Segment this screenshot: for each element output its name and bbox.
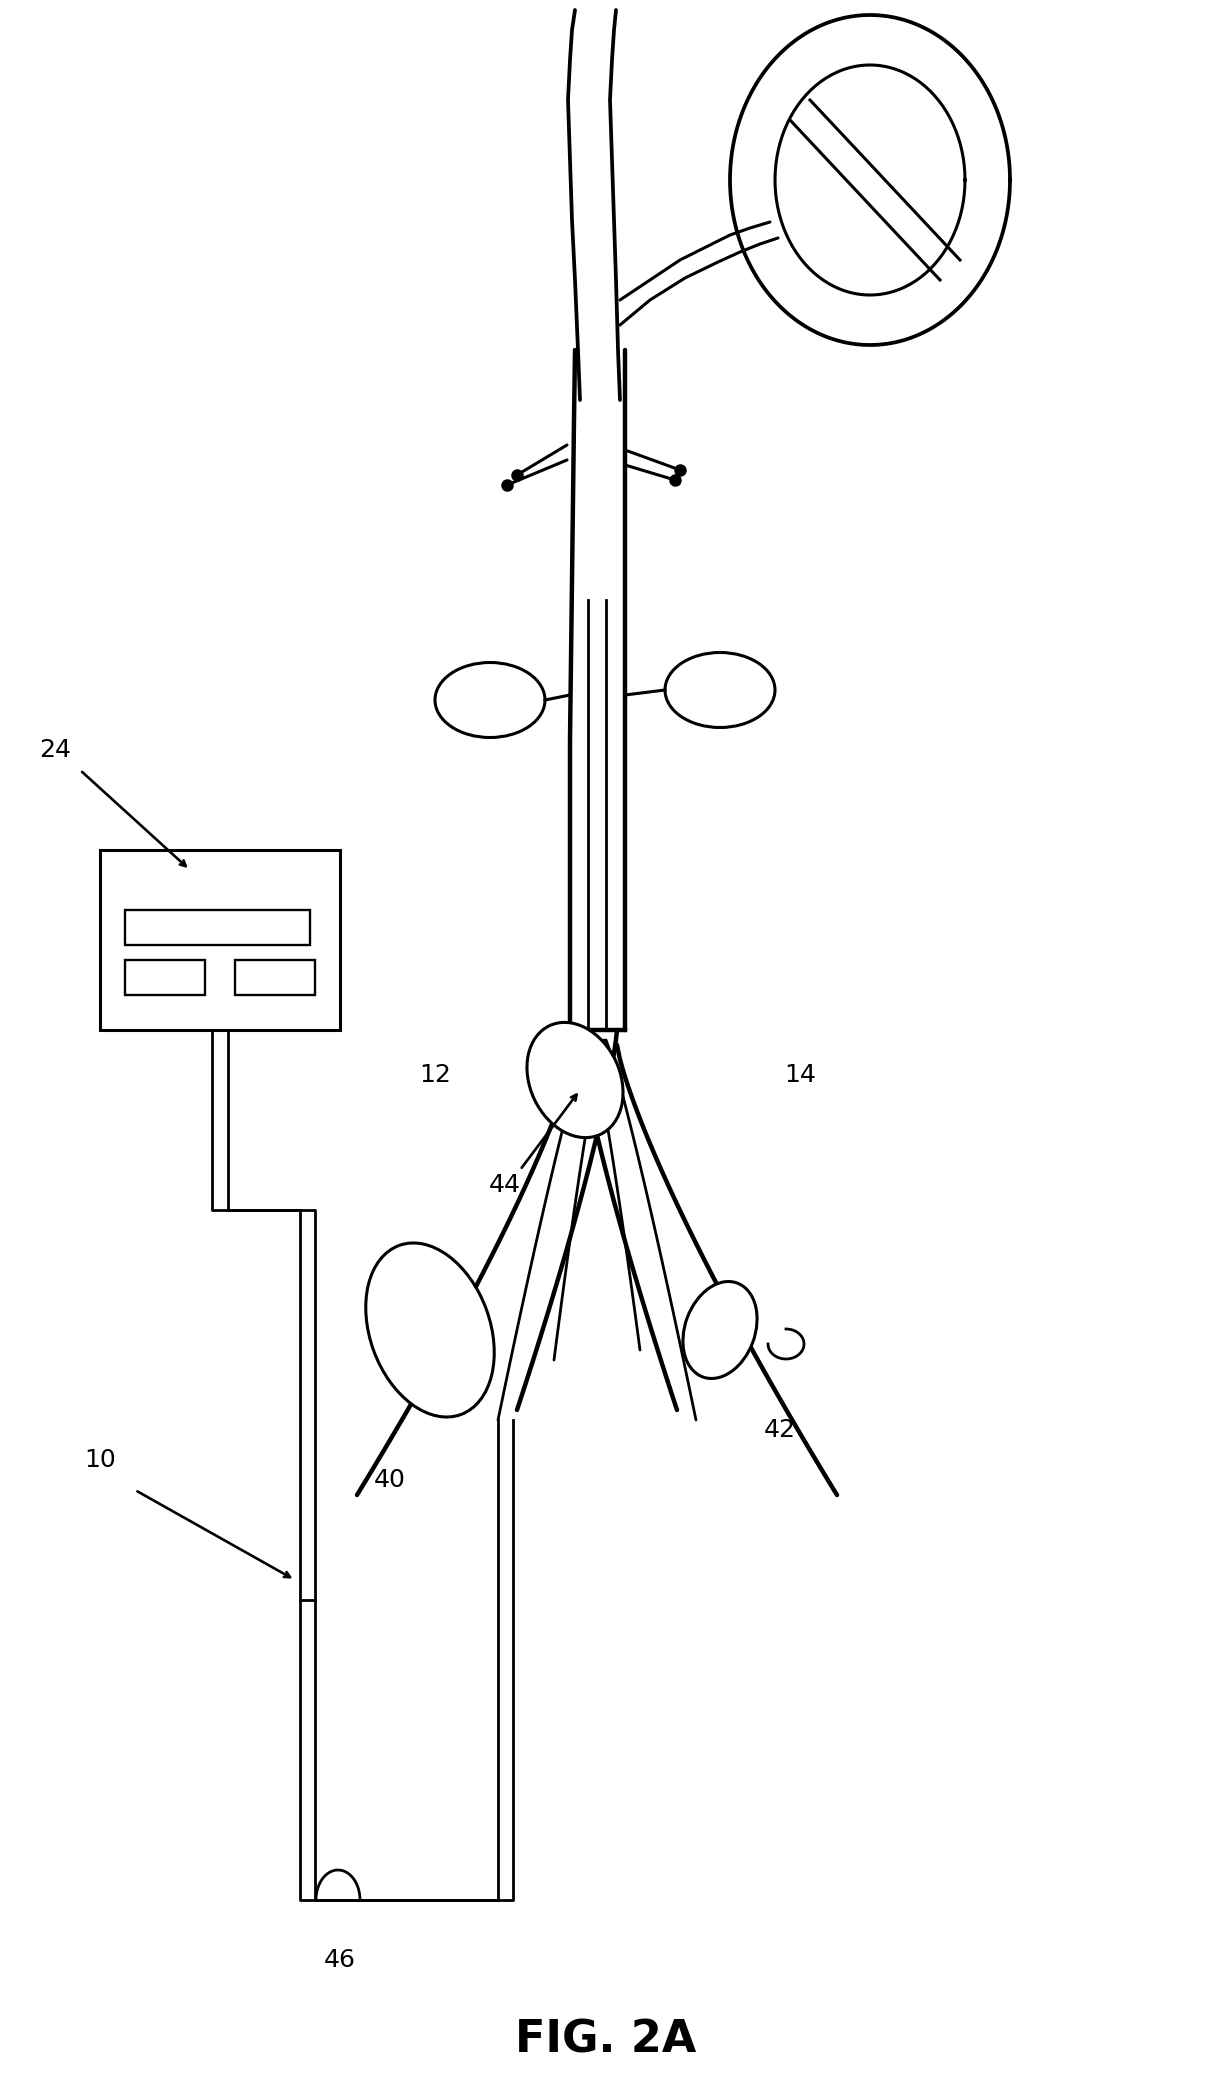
Text: 10: 10 [84, 1447, 116, 1472]
FancyBboxPatch shape [125, 910, 311, 945]
Text: Control: Control [182, 874, 257, 895]
FancyBboxPatch shape [235, 960, 315, 995]
Text: 40: 40 [374, 1468, 406, 1493]
Ellipse shape [435, 663, 545, 738]
Text: FIG. 2A: FIG. 2A [516, 2018, 696, 2062]
FancyBboxPatch shape [99, 851, 340, 1031]
Text: 14: 14 [784, 1062, 816, 1087]
Text: 46: 46 [324, 1949, 355, 1972]
Ellipse shape [683, 1282, 757, 1378]
Text: 44: 44 [489, 1173, 522, 1196]
Ellipse shape [665, 652, 775, 728]
Text: 24: 24 [39, 738, 72, 761]
Ellipse shape [526, 1022, 623, 1138]
Text: 12: 12 [418, 1062, 451, 1087]
Text: 42: 42 [764, 1418, 796, 1443]
Ellipse shape [366, 1242, 494, 1418]
FancyBboxPatch shape [125, 960, 205, 995]
